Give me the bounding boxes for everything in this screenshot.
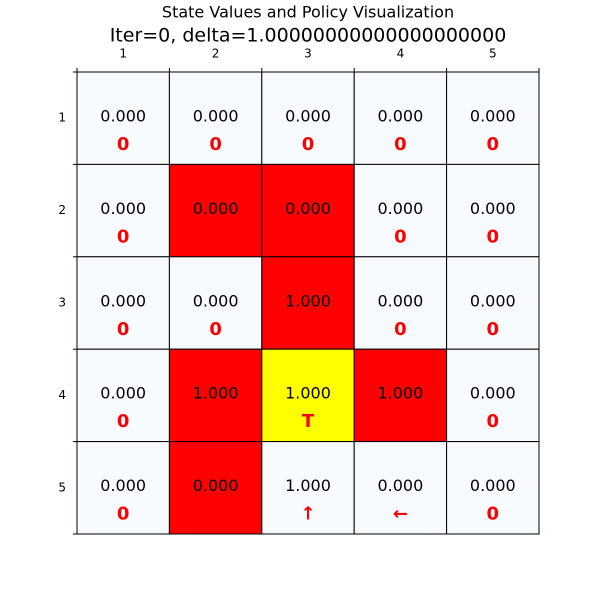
cell-value: 0.000: [193, 199, 239, 218]
cell-value: 0.000: [377, 476, 423, 495]
cell: [446, 71, 540, 165]
cell-value: 0.000: [285, 199, 331, 218]
column-label: 5: [489, 47, 497, 61]
cell-policy: 0: [487, 134, 500, 155]
cell-policy: 0: [117, 319, 130, 340]
cell: [446, 441, 540, 535]
cell-value: 1.000: [285, 476, 331, 495]
column-label: 3: [304, 47, 312, 61]
row-label: 4: [58, 388, 66, 402]
cell-value: 0.000: [285, 107, 331, 126]
cell: [76, 348, 170, 443]
cell: [261, 256, 355, 350]
cell: [168, 441, 263, 535]
cell-value: 0.000: [377, 107, 423, 126]
row-label: 5: [58, 480, 66, 494]
cell: [76, 71, 170, 165]
cell-value: 0.000: [377, 291, 423, 310]
title: State Values and Policy Visualization: [162, 3, 454, 22]
cell-value: 1.000: [377, 384, 423, 403]
cell-policy: ←: [393, 504, 408, 525]
cell-value: 0.000: [100, 107, 146, 126]
cell: [261, 71, 355, 165]
cell-value: 1.000: [285, 384, 331, 403]
cell: [76, 441, 170, 535]
cell-value: 1.000: [193, 384, 239, 403]
cell-value: 0.000: [193, 291, 239, 310]
cell: [353, 348, 448, 443]
row-label: 3: [58, 296, 66, 310]
cell-policy: ↑: [300, 504, 315, 525]
cell-value: 0.000: [470, 199, 516, 218]
cell: [446, 256, 540, 350]
cell: [353, 256, 448, 350]
cell: [446, 348, 540, 443]
cell-policy: 0: [302, 134, 315, 155]
cell-value: 0.000: [470, 384, 516, 403]
cell: [446, 163, 540, 258]
row-label: 1: [58, 111, 66, 125]
column-label: 4: [397, 47, 405, 61]
cell-value: 0.000: [100, 384, 146, 403]
column-label: 1: [119, 47, 127, 61]
cell-value: 0.000: [470, 476, 516, 495]
cell-policy: 0: [117, 226, 130, 247]
cell-policy: 0: [209, 134, 222, 155]
cell: [76, 163, 170, 258]
cell-value: 0.000: [470, 291, 516, 310]
cell-policy: 0: [209, 319, 222, 340]
cell-policy: 0: [394, 134, 407, 155]
cell-policy: 0: [394, 319, 407, 340]
cell-policy: 0: [117, 411, 130, 432]
cell-policy: 0: [117, 134, 130, 155]
subtitle: Iter=0, delta=1.00000000000000000000: [110, 25, 507, 47]
cell-value: 0.000: [193, 107, 239, 126]
cell-policy: 0: [487, 319, 500, 340]
cell-policy: 0: [487, 226, 500, 247]
cell-policy: 0: [117, 504, 130, 525]
cell-value: 0.000: [470, 107, 516, 126]
column-label: 2: [212, 47, 220, 61]
cell-policy: 0: [487, 504, 500, 525]
cell-policy: T: [302, 411, 315, 432]
cell: [353, 71, 448, 165]
row-label: 2: [58, 203, 66, 217]
cell-value: 1.000: [285, 291, 331, 310]
cell: [261, 163, 355, 258]
cell-value: 0.000: [193, 476, 239, 495]
cell: [261, 348, 355, 443]
cell: [168, 256, 263, 350]
cell-policy: 0: [394, 226, 407, 247]
cell-value: 0.000: [100, 199, 146, 218]
cell: [261, 441, 355, 535]
cell-value: 0.000: [100, 291, 146, 310]
cell: [168, 348, 263, 443]
cell-value: 0.000: [100, 476, 146, 495]
cell-value: 0.000: [377, 199, 423, 218]
cell: [168, 71, 263, 165]
cell-policy: 0: [487, 411, 500, 432]
